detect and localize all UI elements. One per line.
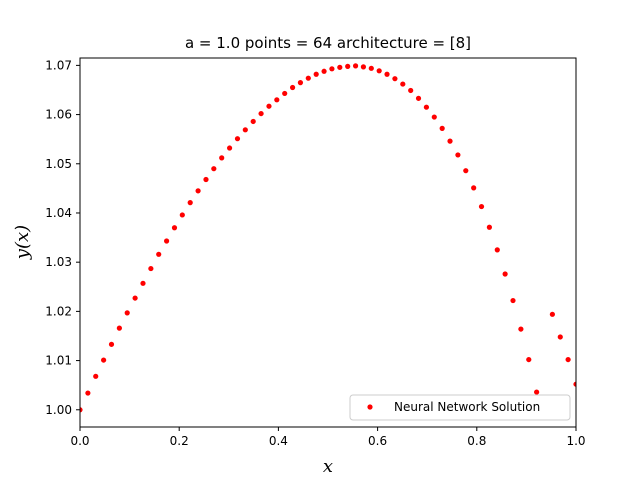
data-point	[80, 407, 83, 413]
data-point	[392, 76, 398, 82]
data-point	[124, 310, 130, 316]
y-tick-label: 1.07	[45, 58, 72, 72]
data-point	[140, 280, 146, 286]
x-axis: 0.0 0.2 0.4 0.6 0.8 1.0	[70, 427, 586, 448]
x-axis-label: x	[323, 456, 333, 477]
data-point	[226, 145, 233, 151]
y-axis-label: y(x)	[12, 225, 33, 260]
data-point	[494, 247, 500, 253]
data-point	[297, 80, 304, 86]
x-tick-label: 1.0	[566, 434, 585, 448]
data-point	[313, 71, 319, 77]
y-tick-label: 1.04	[45, 206, 72, 220]
data-point	[463, 168, 469, 174]
data-point	[415, 95, 422, 101]
legend: Neural Network Solution	[349, 394, 571, 421]
x-tick-label: 0.0	[70, 434, 89, 448]
plot-area	[80, 63, 576, 414]
data-point	[400, 81, 406, 87]
data-point	[368, 65, 374, 71]
data-point	[85, 390, 91, 396]
x-tick-label: 0.6	[368, 434, 387, 448]
data-point	[203, 176, 209, 183]
data-point	[132, 295, 138, 301]
data-point	[164, 238, 170, 244]
data-point	[250, 118, 256, 125]
y-tick-label: 1.03	[45, 255, 72, 269]
y-tick-label: 1.00	[45, 403, 72, 417]
y-tick-label: 1.01	[45, 354, 72, 368]
x-tick-label: 0.4	[269, 434, 288, 448]
data-point	[211, 166, 217, 172]
data-point	[234, 136, 241, 142]
y-tick-label: 1.05	[45, 157, 72, 171]
data-point	[156, 251, 162, 257]
y-tick-label: 1.06	[45, 108, 72, 122]
legend-marker	[367, 404, 373, 410]
data-point	[486, 224, 492, 230]
data-point	[439, 125, 445, 131]
data-point	[93, 373, 99, 379]
data-point	[266, 103, 272, 109]
data-point	[518, 326, 524, 332]
data-point	[116, 325, 122, 331]
data-point	[384, 71, 390, 77]
data-point	[352, 63, 359, 69]
data-point	[376, 68, 382, 74]
x-tick-label: 0.8	[467, 434, 486, 448]
data-point	[242, 127, 248, 133]
data-point	[549, 311, 555, 317]
data-point	[478, 203, 485, 210]
y-tick-label: 1.02	[45, 304, 72, 318]
data-point	[337, 64, 343, 70]
data-point	[565, 356, 571, 363]
y-axis: 1.00 1.01 1.02 1.03 1.04 1.05 1.06 1.07	[45, 58, 80, 417]
data-point	[187, 200, 193, 206]
data-point	[195, 188, 201, 194]
data-point	[345, 63, 351, 69]
legend-box	[349, 394, 571, 421]
data-point	[526, 356, 532, 363]
data-point	[282, 90, 288, 97]
data-point	[179, 212, 185, 218]
data-point	[321, 68, 327, 74]
axes-frame	[79, 57, 577, 428]
data-point	[289, 84, 296, 91]
data-point	[534, 389, 540, 395]
data-point	[108, 341, 115, 347]
scatter-series	[80, 63, 576, 414]
data-point	[408, 87, 414, 94]
data-point	[431, 114, 437, 120]
legend-entry-label: Neural Network Solution	[394, 400, 540, 414]
data-point	[502, 271, 508, 277]
data-point	[171, 225, 178, 231]
data-point	[447, 138, 453, 144]
chart-title: a = 1.0 points = 64 architecture = [8]	[185, 34, 471, 52]
data-point	[305, 75, 311, 81]
data-point	[148, 265, 154, 272]
data-point	[557, 334, 563, 340]
data-point	[360, 64, 367, 70]
data-point	[274, 97, 280, 103]
data-point	[455, 152, 461, 158]
data-point	[510, 297, 516, 304]
data-point	[423, 104, 430, 110]
data-point	[101, 357, 107, 363]
data-point	[329, 66, 335, 72]
data-point	[573, 381, 576, 387]
data-point	[471, 185, 477, 191]
data-point	[219, 155, 225, 161]
x-tick-label: 0.2	[170, 434, 189, 448]
data-point	[258, 110, 264, 117]
